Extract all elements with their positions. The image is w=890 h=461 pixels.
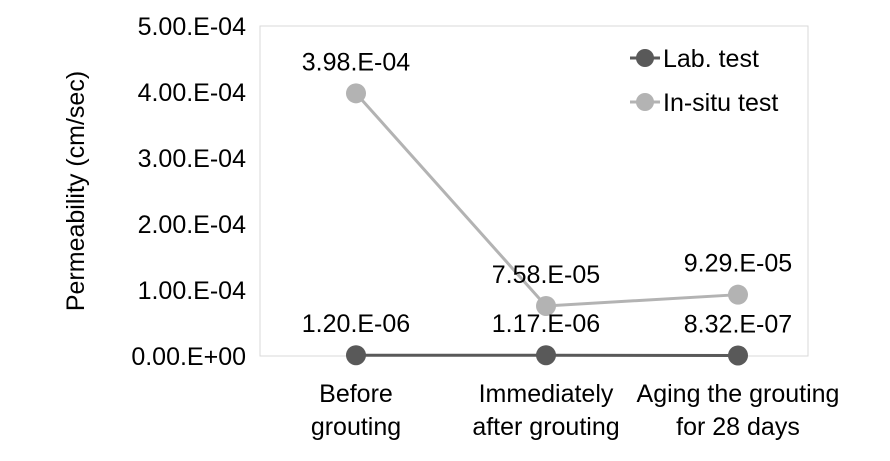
y-tick-label: 0.00.E+00 <box>131 343 246 371</box>
data-label: 1.20.E-06 <box>302 310 410 338</box>
data-point <box>346 83 366 103</box>
y-axis-ticks: 0.00.E+00 1.00.E-04 2.00.E-04 3.00.E-04 4.00… <box>131 13 246 371</box>
data-label: 3.98.E-04 <box>302 48 411 76</box>
legend-entry: In-situ test <box>630 89 778 117</box>
legend-marker <box>636 93 654 111</box>
y-tick-label: 5.00.E-04 <box>138 13 247 41</box>
y-tick-label: 3.00.E-04 <box>138 145 247 173</box>
data-label: 9.29.E-05 <box>684 250 792 278</box>
y-tick-label: 1.00.E-04 <box>138 277 247 305</box>
series-0: 1.20.E-06 1.17.E-06 8.32.E-07 <box>302 310 792 365</box>
legend-label: Lab. test <box>663 45 759 73</box>
data-label: 7.58.E-05 <box>492 261 600 289</box>
data-point <box>536 345 556 365</box>
legend-marker <box>636 49 654 67</box>
data-label: 8.32.E-07 <box>684 310 792 338</box>
y-tick-label: 4.00.E-04 <box>138 79 247 107</box>
data-point <box>728 345 748 365</box>
y-axis-title: Permeability (cm/sec) <box>62 71 90 311</box>
y-tick-label: 2.00.E-04 <box>138 211 247 239</box>
data-point <box>728 285 748 305</box>
legend-label: In-situ test <box>663 89 778 117</box>
legend: Lab. test In-situ test <box>630 45 778 117</box>
data-point <box>346 345 366 365</box>
data-label: 1.17.E-06 <box>492 310 600 338</box>
legend-entry: Lab. test <box>630 45 759 73</box>
